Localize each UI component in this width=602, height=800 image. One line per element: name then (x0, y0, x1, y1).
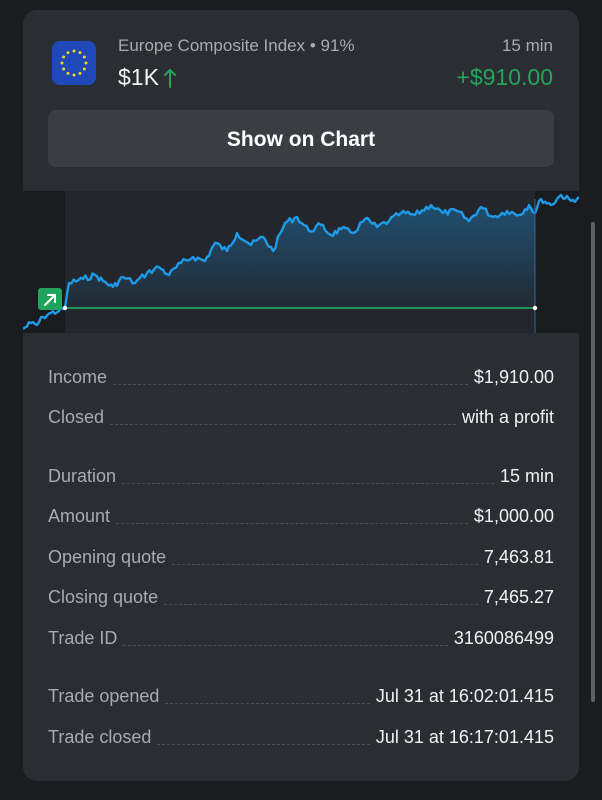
scrollbar[interactable] (591, 222, 595, 702)
trade-id-value: 3160086499 (453, 628, 554, 648)
row-leader (110, 423, 456, 425)
flag-star (66, 51, 70, 55)
asset-name: Europe Composite Index (118, 36, 306, 55)
closing-quote-label: Closing quote (48, 587, 159, 607)
entry-point (62, 305, 68, 311)
arrow-up-right-icon (38, 288, 62, 310)
amount-detail-value: $1,000.00 (473, 506, 554, 526)
detail-row-duration: Duration 15 min (48, 461, 554, 487)
trade-opened-value: Jul 31 at 16:02:01.415 (375, 686, 554, 706)
closed-value: with a profit (461, 407, 554, 427)
payout-percent: 91% (320, 36, 355, 55)
row-leader (113, 383, 468, 385)
detail-row-closing-quote: Closing quote 7,465.27 (48, 582, 554, 608)
flag-star (72, 73, 76, 77)
detail-row-income: Income $1,910.00 (48, 362, 554, 388)
flag-star (62, 67, 66, 71)
detail-row-trade-opened: Trade opened Jul 31 at 16:02:01.415 (48, 681, 554, 707)
duration-label: Duration (48, 466, 117, 486)
closed-label: Closed (48, 407, 105, 427)
row-leader (122, 482, 494, 484)
row-leader (123, 644, 448, 646)
trade-header: Europe Composite Index • 91% $1K 15 min … (23, 10, 579, 110)
amount-label: Amount (48, 506, 111, 526)
opening-quote-label: Opening quote (48, 547, 167, 567)
chart-background-right (535, 191, 579, 333)
trade-details-card: Europe Composite Index • 91% $1K 15 min … (23, 10, 579, 781)
row-leader (157, 743, 370, 745)
trade-opened-label: Trade opened (48, 686, 160, 706)
row-leader (116, 522, 468, 524)
trade-chart[interactable] (23, 191, 579, 333)
show-on-chart-button[interactable]: Show on Chart (48, 110, 554, 167)
flag-star (62, 55, 66, 59)
flag-star (72, 49, 76, 53)
chart-area-fill (65, 205, 535, 308)
flag-star (60, 61, 64, 65)
detail-row-trade-closed: Trade closed Jul 31 at 16:17:01.415 (48, 722, 554, 748)
flag-star (78, 71, 82, 75)
income-value: $1,910.00 (473, 367, 554, 387)
duration-value: 15 min (499, 466, 554, 486)
closing-quote-value: 7,465.27 (483, 587, 554, 607)
detail-row-amount: Amount $1,000.00 (48, 501, 554, 527)
flag-star (66, 71, 70, 75)
exit-point (532, 305, 538, 311)
row-leader (172, 563, 478, 565)
chart-price-line (23, 193, 579, 330)
detail-row-trade-id: Trade ID 3160086499 (48, 623, 554, 649)
flag-star (82, 67, 86, 71)
detail-row-opening-quote: Opening quote 7,463.81 (48, 542, 554, 568)
trade-duration: 15 min (501, 36, 553, 55)
flag-star (82, 55, 86, 59)
opening-quote-value: 7,463.81 (483, 547, 554, 567)
income-label: Income (48, 367, 108, 387)
detail-row-closed: Closed with a profit (48, 402, 554, 428)
trade-amount: $1K (118, 64, 177, 91)
row-leader (165, 702, 370, 704)
flag-star (78, 51, 82, 55)
amount-value: $1K (118, 64, 159, 90)
separator-dot: • (309, 36, 321, 55)
trade-closed-value: Jul 31 at 16:17:01.415 (375, 727, 554, 747)
row-leader (164, 603, 478, 605)
trade-id-label: Trade ID (48, 628, 118, 648)
trade-profit: +$910.00 (456, 64, 553, 90)
eu-flag-icon (52, 41, 96, 85)
trade-closed-label: Trade closed (48, 727, 152, 747)
arrow-up-icon (163, 67, 177, 89)
flag-star (84, 61, 88, 65)
asset-title: Europe Composite Index • 91% (118, 36, 355, 56)
